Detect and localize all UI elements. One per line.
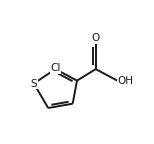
Text: Cl: Cl xyxy=(50,63,61,73)
Text: S: S xyxy=(30,78,37,89)
Text: OH: OH xyxy=(117,76,133,86)
Text: O: O xyxy=(92,33,100,43)
